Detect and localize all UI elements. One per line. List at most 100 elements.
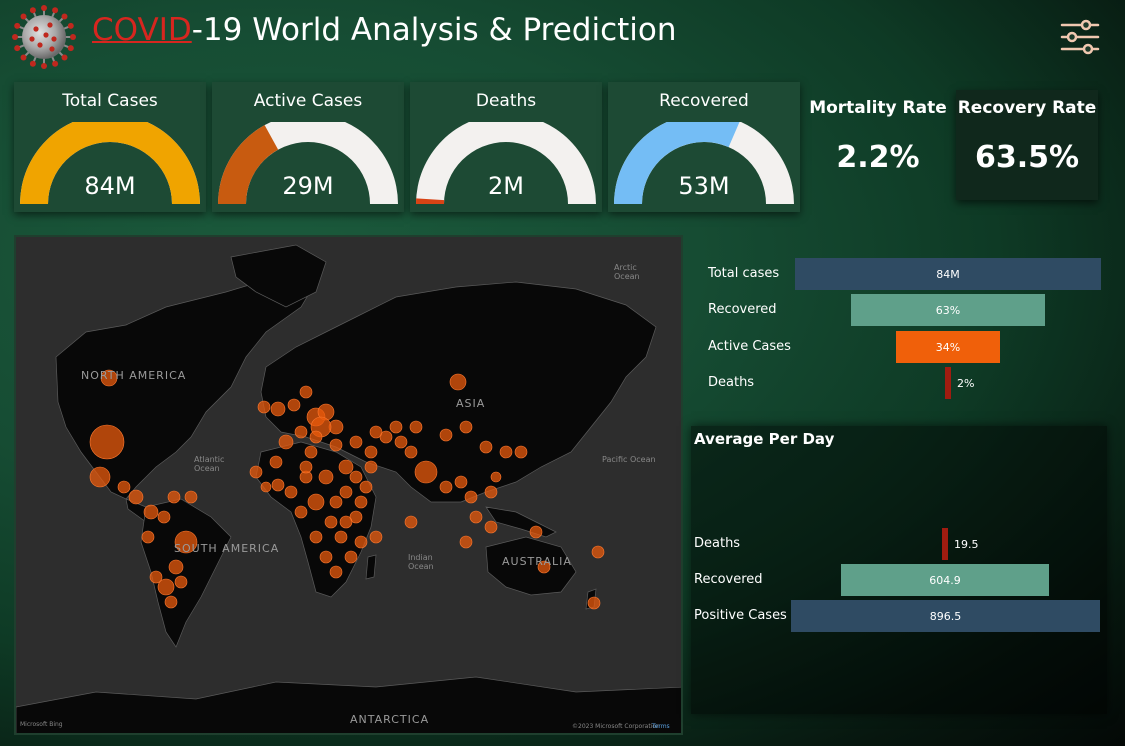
funnel-label: Active Cases: [708, 339, 791, 354]
case-bubble[interactable]: [157, 578, 175, 596]
case-bubble[interactable]: [349, 510, 363, 524]
case-bubble[interactable]: [454, 475, 468, 489]
avg-bar-recovered[interactable]: 604.9: [841, 564, 1049, 596]
case-bubble[interactable]: [464, 490, 478, 504]
case-bubble[interactable]: [260, 481, 272, 493]
mortality-rate-card[interactable]: Mortality Rate 2.2%: [808, 90, 948, 200]
case-bubble[interactable]: [309, 430, 323, 444]
avg-bar-deaths[interactable]: [942, 528, 948, 560]
case-bubble[interactable]: [257, 400, 271, 414]
case-bubble[interactable]: [117, 480, 131, 494]
case-bubble[interactable]: [270, 401, 286, 417]
world-map[interactable]: NORTH AMERICA SOUTH AMERICA ASIA AUSTRAL…: [14, 235, 683, 735]
case-bubble[interactable]: [184, 490, 198, 504]
case-bubble[interactable]: [334, 530, 348, 544]
case-bubble[interactable]: [537, 560, 551, 574]
case-bubble[interactable]: [141, 530, 155, 544]
case-bubble[interactable]: [294, 505, 308, 519]
case-bubble[interactable]: [404, 445, 418, 459]
case-bubble[interactable]: [278, 434, 294, 450]
sliders-icon[interactable]: [1058, 18, 1102, 56]
case-bubble[interactable]: [174, 530, 198, 554]
case-bubble[interactable]: [394, 435, 408, 449]
case-bubble[interactable]: [514, 445, 528, 459]
case-bubble[interactable]: [329, 565, 343, 579]
case-bubble[interactable]: [304, 445, 318, 459]
case-bubble[interactable]: [339, 485, 353, 499]
case-bubble[interactable]: [354, 535, 368, 549]
case-bubble[interactable]: [379, 430, 393, 444]
case-bubble[interactable]: [284, 485, 298, 499]
case-bubble[interactable]: [479, 440, 493, 454]
case-bubble[interactable]: [364, 460, 378, 474]
funnel-bar-deaths[interactable]: [945, 367, 951, 399]
case-bubble[interactable]: [484, 520, 498, 534]
case-bubble[interactable]: [157, 510, 171, 524]
case-bubble[interactable]: [149, 570, 163, 584]
case-bubble[interactable]: [318, 469, 334, 485]
case-bubble[interactable]: [307, 493, 325, 511]
case-bubble[interactable]: [287, 398, 301, 412]
case-bubble[interactable]: [354, 495, 368, 509]
case-bubble[interactable]: [329, 438, 343, 452]
case-bubble[interactable]: [128, 489, 144, 505]
map-terms-link[interactable]: Terms: [652, 723, 670, 730]
case-bubble[interactable]: [324, 515, 338, 529]
gauge-active-cases[interactable]: Active Cases 29M: [212, 82, 404, 212]
case-bubble[interactable]: [89, 466, 111, 488]
case-bubble[interactable]: [329, 495, 343, 509]
case-bubble[interactable]: [359, 480, 373, 494]
case-bubble[interactable]: [587, 596, 601, 610]
case-bubble[interactable]: [143, 504, 159, 520]
gauge-total-cases[interactable]: Total Cases 84M: [14, 82, 206, 212]
case-bubble[interactable]: [459, 535, 473, 549]
case-bubble[interactable]: [459, 420, 473, 434]
case-bubble[interactable]: [174, 575, 188, 589]
case-bubble[interactable]: [319, 550, 333, 564]
case-bubble[interactable]: [168, 559, 184, 575]
case-bubble[interactable]: [439, 480, 453, 494]
case-bubble[interactable]: [249, 465, 263, 479]
case-bubble[interactable]: [100, 369, 118, 387]
gauge-recovered[interactable]: Recovered 53M: [608, 82, 800, 212]
funnel-bar-active[interactable]: 34%: [896, 331, 1000, 363]
case-bubble[interactable]: [490, 471, 502, 483]
funnel-bar-total[interactable]: 84M: [795, 258, 1101, 290]
gauge-deaths[interactable]: Deaths 2M: [410, 82, 602, 212]
case-bubble[interactable]: [369, 425, 383, 439]
case-bubble[interactable]: [299, 460, 313, 474]
funnel-bar-recovered[interactable]: 63%: [851, 294, 1045, 326]
case-bubble[interactable]: [299, 385, 313, 399]
funnel-label: Deaths: [708, 375, 755, 390]
recovery-rate-card[interactable]: Recovery Rate 63.5%: [956, 90, 1098, 200]
case-bubble[interactable]: [167, 490, 181, 504]
avg-value-deaths: 19.5: [954, 538, 979, 551]
avg-bar-positive[interactable]: 896.5: [791, 600, 1100, 632]
case-bubble[interactable]: [449, 373, 467, 391]
case-bubble[interactable]: [271, 478, 285, 492]
case-bubble[interactable]: [344, 550, 358, 564]
case-bubble[interactable]: [269, 455, 283, 469]
case-bubble[interactable]: [409, 420, 423, 434]
case-bubble[interactable]: [369, 530, 383, 544]
gauge-value: 84M: [84, 172, 136, 200]
case-bubble[interactable]: [389, 420, 403, 434]
case-bubble[interactable]: [89, 424, 125, 460]
case-bubble[interactable]: [338, 459, 354, 475]
case-bubble[interactable]: [364, 445, 378, 459]
case-bubble[interactable]: [499, 445, 513, 459]
case-bubble[interactable]: [439, 428, 453, 442]
case-bubble[interactable]: [484, 485, 498, 499]
case-bubble[interactable]: [349, 435, 363, 449]
case-bubble[interactable]: [164, 595, 178, 609]
map-canvas[interactable]: [16, 237, 683, 735]
case-bubble[interactable]: [591, 545, 605, 559]
case-bubble[interactable]: [469, 510, 483, 524]
case-bubble[interactable]: [349, 470, 363, 484]
case-bubble[interactable]: [529, 525, 543, 539]
case-bubble[interactable]: [294, 425, 308, 439]
case-bubble[interactable]: [404, 515, 418, 529]
case-bubble[interactable]: [414, 460, 438, 484]
case-bubble[interactable]: [339, 515, 353, 529]
case-bubble[interactable]: [309, 530, 323, 544]
